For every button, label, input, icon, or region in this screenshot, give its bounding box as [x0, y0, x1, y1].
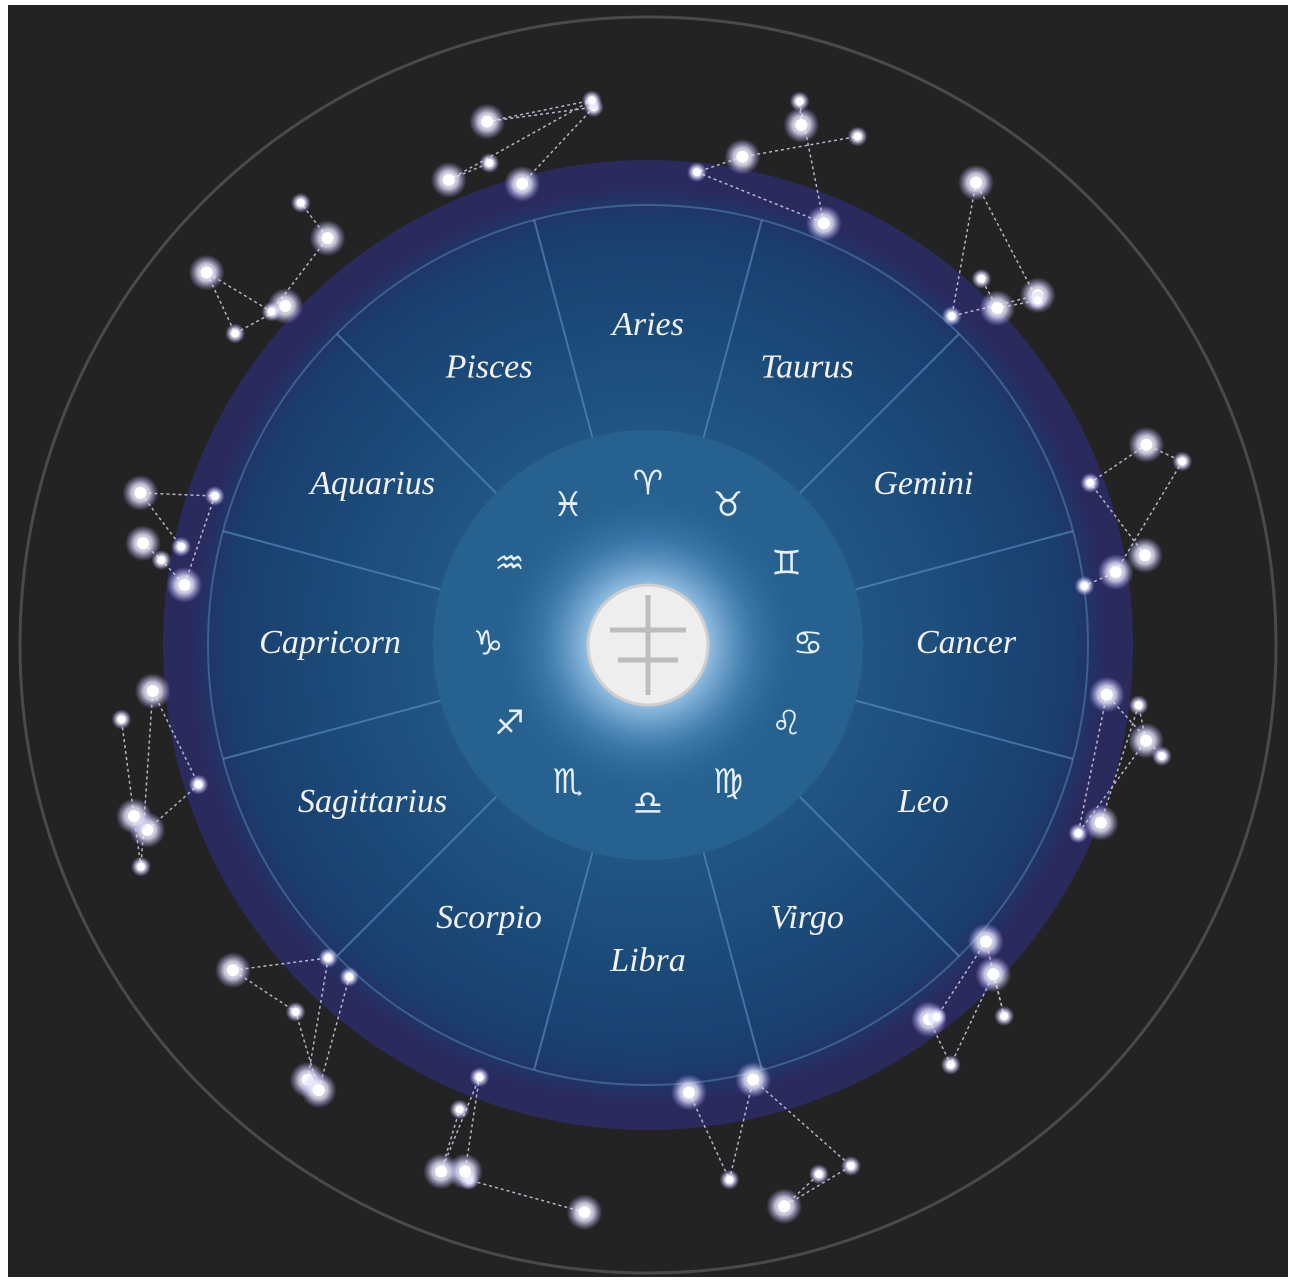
star [137, 863, 145, 871]
star [1140, 735, 1152, 747]
sign-symbol: ♓︎ [553, 485, 583, 525]
star [948, 312, 956, 320]
sign-symbol: ♏︎ [553, 762, 583, 802]
star [980, 935, 992, 947]
star [178, 579, 190, 591]
star [725, 1176, 733, 1184]
star [947, 1061, 955, 1069]
sign-symbol: ♌︎ [771, 704, 801, 744]
sign-label: Cancer [916, 624, 1017, 661]
star [485, 159, 493, 167]
star [736, 151, 748, 163]
sign-label: Taurus [760, 348, 853, 385]
star [987, 968, 999, 980]
star [231, 329, 239, 337]
sign-symbol: ♒︎ [494, 544, 524, 584]
star [516, 178, 528, 190]
star [970, 177, 982, 189]
star [459, 1165, 471, 1177]
star [481, 116, 493, 128]
sign-symbol: ♐︎ [494, 704, 524, 744]
star [578, 1206, 590, 1218]
star [313, 1084, 325, 1096]
star [134, 487, 146, 499]
star [1000, 1012, 1008, 1020]
star [324, 954, 332, 962]
star [211, 492, 219, 500]
star [693, 168, 701, 176]
sign-label: Gemini [873, 465, 973, 502]
star [147, 685, 159, 697]
star [157, 556, 165, 564]
star [267, 308, 275, 316]
sign-symbol: ♉︎ [713, 485, 743, 525]
sign-label: Capricorn [259, 624, 401, 661]
star [933, 1013, 941, 1021]
star [137, 537, 149, 549]
star [1034, 296, 1042, 304]
sign-label: Virgo [770, 899, 844, 936]
sign-label: Scorpio [436, 899, 542, 936]
sign-symbol: ♋︎ [793, 624, 823, 664]
star [991, 302, 1003, 314]
star [1135, 701, 1143, 709]
star [747, 1074, 759, 1086]
star [456, 1106, 464, 1114]
star [1139, 549, 1151, 561]
sign-label: Sagittarius [298, 783, 447, 820]
star [117, 715, 125, 723]
sign-label: Aquarius [308, 465, 435, 502]
star [796, 97, 804, 105]
star [1140, 439, 1152, 451]
sign-symbol: ♑︎ [473, 624, 503, 664]
sign-symbol: ♈︎ [633, 464, 663, 504]
star [977, 275, 985, 283]
sign-symbol: ♊︎ [771, 544, 801, 584]
sign-label: Aries [610, 306, 684, 343]
zodiac-wheel: Aries ♈︎ Taurus ♉︎ Gemini ♊︎ Cancer ♋︎ Leo ♌︎ Virg… [0, 0, 1293, 1283]
star [345, 973, 353, 981]
star [778, 1200, 790, 1212]
page: Aries ♈︎ Taurus ♉︎ Gemini ♊︎ Cancer ♋︎ Leo ♌︎ Virg… [0, 0, 1293, 1283]
star [292, 1008, 300, 1016]
sign-symbol: ♎︎ [633, 784, 663, 824]
star [194, 781, 202, 789]
sign-label: Libra [609, 942, 686, 979]
star [1101, 689, 1113, 701]
star [1110, 566, 1122, 578]
sign-label: Leo [897, 783, 949, 820]
star [297, 199, 305, 207]
star [1178, 457, 1186, 465]
star [1086, 479, 1094, 487]
star [818, 217, 830, 229]
star [128, 810, 140, 822]
sign-symbol: ♍︎ [713, 762, 743, 802]
star [322, 232, 334, 244]
star [435, 1165, 447, 1177]
star [443, 174, 455, 186]
star [847, 1162, 855, 1170]
star [1080, 582, 1088, 590]
star [683, 1086, 695, 1098]
star [1074, 829, 1082, 837]
star [795, 119, 807, 131]
star [588, 96, 596, 104]
star [854, 132, 862, 140]
star [475, 1073, 483, 1081]
star [201, 267, 213, 279]
star [177, 543, 185, 551]
star [1158, 752, 1166, 760]
star [227, 964, 239, 976]
sign-label: Pisces [445, 348, 533, 385]
star [1095, 817, 1107, 829]
star [815, 1170, 823, 1178]
